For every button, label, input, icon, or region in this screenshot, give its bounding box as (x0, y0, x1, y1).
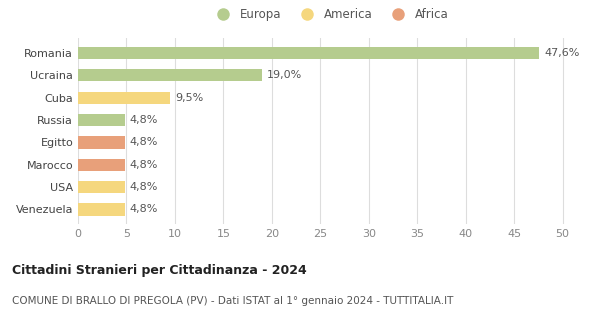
Legend: Europa, America, Africa: Europa, America, Africa (206, 4, 454, 26)
Text: 4,8%: 4,8% (130, 204, 158, 214)
Text: 4,8%: 4,8% (130, 137, 158, 148)
Bar (78, 92, 170, 104)
Text: 9,5%: 9,5% (175, 93, 203, 103)
Text: 19,0%: 19,0% (267, 70, 302, 80)
Bar (78, 159, 125, 171)
Text: 4,8%: 4,8% (130, 160, 158, 170)
Bar (78, 47, 539, 59)
Bar (78, 181, 125, 193)
Text: 4,8%: 4,8% (130, 115, 158, 125)
Bar (78, 203, 125, 216)
Text: 4,8%: 4,8% (130, 182, 158, 192)
Bar (78, 114, 125, 126)
Text: 47,6%: 47,6% (544, 48, 580, 58)
Bar (78, 136, 125, 148)
Text: Cittadini Stranieri per Cittadinanza - 2024: Cittadini Stranieri per Cittadinanza - 2… (12, 264, 307, 277)
Text: COMUNE DI BRALLO DI PREGOLA (PV) - Dati ISTAT al 1° gennaio 2024 - TUTTITALIA.IT: COMUNE DI BRALLO DI PREGOLA (PV) - Dati … (12, 296, 454, 306)
Bar (78, 69, 262, 82)
